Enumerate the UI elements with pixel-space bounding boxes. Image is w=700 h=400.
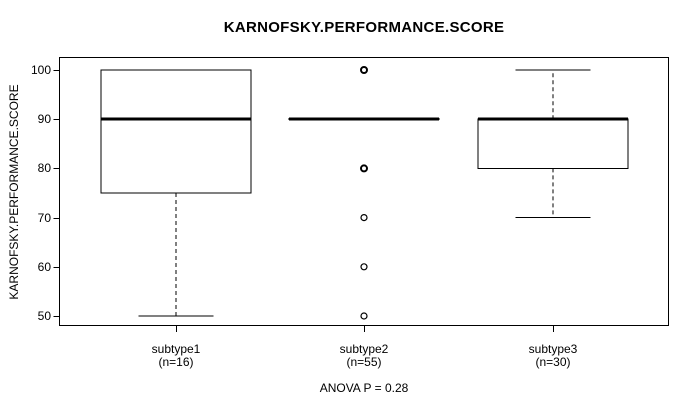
boxplot-subtype2 [288, 66, 440, 320]
y-tick-label: 60 [37, 260, 51, 274]
anova-annotation: ANOVA P = 0.28 [319, 381, 409, 395]
group-n: (n=55) [346, 355, 382, 369]
box-iqr [477, 118, 629, 169]
outlier-point [360, 164, 368, 173]
outlier-point [360, 214, 368, 222]
box-iqr [100, 69, 252, 194]
group-name: subtype3 [528, 342, 578, 356]
boxplot-subtype1 [100, 69, 252, 317]
outlier-point [360, 66, 368, 74]
y-tick-label: 50 [37, 309, 51, 323]
outlier-point [360, 312, 368, 320]
x-group-label: subtype1 (n=16) [101, 343, 251, 369]
x-axis-ticks [176, 325, 554, 332]
y-tick-label: 100 [30, 63, 51, 77]
group-n: (n=30) [535, 355, 571, 369]
y-tick-label: 80 [37, 161, 51, 175]
y-tick-label: 70 [37, 211, 51, 225]
y-axis-ticks [53, 70, 60, 317]
chart-title: KARNOFSKY.PERFORMANCE.SCORE [223, 19, 505, 36]
group-name: subtype2 [339, 342, 389, 356]
boxplot-subtype3 [477, 69, 629, 219]
outlier-point [360, 263, 368, 271]
group-n: (n=16) [158, 355, 194, 369]
x-group-label: subtype2 (n=55) [289, 343, 439, 369]
y-tick-label: 90 [37, 112, 51, 126]
x-group-label: subtype3 (n=30) [478, 343, 628, 369]
group-name: subtype1 [151, 342, 201, 356]
